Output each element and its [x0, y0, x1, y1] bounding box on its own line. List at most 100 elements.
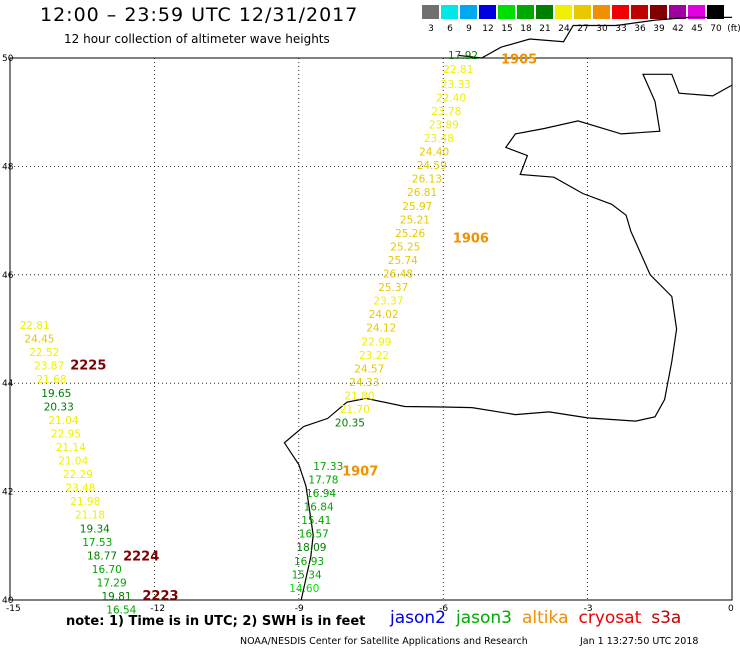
latitude-label: 40 — [2, 596, 14, 606]
wave-height-point: 23.48 — [424, 133, 454, 145]
colorbar-label: 33 — [615, 24, 627, 34]
coastline-france-spain — [303, 73, 733, 428]
wave-height-point: 23.22 — [359, 350, 389, 362]
wave-height-point: 15.41 — [301, 515, 331, 527]
pass-number-label: 2224 — [123, 549, 159, 564]
footnote: note: 1) Time is in UTC; 2) SWH is in fe… — [66, 614, 366, 629]
colorbar-swatch — [441, 5, 458, 19]
wave-height-point: 21.68 — [37, 374, 67, 386]
wave-height-point: 16.93 — [294, 556, 324, 568]
colorbar-swatch — [593, 5, 610, 19]
pass-number-label: 1906 — [453, 231, 489, 246]
colorbar-swatch — [707, 5, 724, 19]
colorbar-label: 6 — [447, 24, 453, 34]
colorbar-swatch — [498, 5, 515, 19]
colorbar-swatch — [460, 5, 477, 19]
wave-height-point: 16.57 — [299, 529, 329, 541]
legend-s3a: s3a — [651, 608, 682, 628]
colorbar-swatch — [612, 5, 629, 19]
colorbar-swatch — [479, 5, 496, 19]
wave-height-point: 23.33 — [441, 79, 471, 91]
wave-height-point: 21.70 — [340, 404, 370, 416]
wave-height-point: 19.81 — [102, 591, 132, 603]
coastline-iberia — [283, 426, 314, 601]
colorbar-swatch — [555, 5, 572, 19]
colorbar-label: 36 — [634, 24, 646, 34]
wave-height-point: 17.33 — [313, 461, 343, 473]
wave-height-point: 14.60 — [289, 583, 319, 595]
credit-line: NOAA/NESDIS Center for Satellite Applica… — [240, 636, 528, 647]
longitude-label: -12 — [150, 604, 165, 614]
colorbar-label: 3 — [428, 24, 434, 34]
wave-height-point: 25.25 — [390, 241, 420, 253]
latitude-label: 42 — [2, 488, 13, 498]
wave-height-point: 23.48 — [65, 483, 95, 495]
wave-height-point: 20.33 — [44, 401, 74, 413]
colorbar-swatch — [650, 5, 667, 19]
map-subtitle: 12 hour collection of altimeter wave hei… — [64, 32, 330, 46]
wave-height-point: 16.94 — [306, 488, 336, 500]
wave-height-point: 24.12 — [366, 323, 396, 335]
colorbar-swatch — [688, 5, 705, 19]
wave-height-point: 24.45 — [24, 334, 54, 346]
wave-height-point: 26.48 — [383, 269, 413, 281]
satellite-legend: jason2 jason3 altika cryosat s3a — [390, 608, 691, 628]
wave-height-point: 25.21 — [400, 214, 430, 226]
wave-height-point: 16.54 — [106, 605, 136, 617]
wave-height-point: 22.29 — [63, 469, 93, 481]
longitude-label: -3 — [584, 604, 593, 614]
wave-height-point: 23.37 — [373, 296, 403, 308]
colorbar-unit: (ft) — [727, 24, 740, 34]
colorbar-label: 12 — [482, 24, 494, 34]
wave-height-point: 23.87 — [34, 361, 64, 373]
latitude-label: 48 — [2, 162, 14, 172]
wave-height-point: 24.57 — [354, 363, 384, 375]
wave-height-point: 17.92 — [448, 50, 478, 62]
colorbar-swatch — [517, 5, 534, 19]
wave-height-point: 22.99 — [361, 336, 391, 348]
colorbar-swatch — [669, 5, 686, 19]
map-frame — [9, 57, 733, 601]
colorbar-label: 27 — [577, 24, 589, 34]
legend-cryosat: cryosat — [578, 608, 642, 628]
wave-height-point: 25.97 — [402, 201, 432, 213]
wave-height-point: 21.04 — [49, 415, 79, 427]
wave-height-point: 26.81 — [407, 187, 437, 199]
wave-height-point: 18.77 — [87, 550, 117, 562]
longitude-label: -9 — [295, 604, 304, 614]
wave-height-point: 17.29 — [97, 578, 127, 590]
wave-height-point: 17.78 — [308, 475, 338, 487]
legend-altika: altika — [522, 608, 569, 628]
wave-height-point: 25.37 — [378, 282, 408, 294]
wave-height-point: 25.26 — [395, 228, 425, 240]
wave-height-point: 23.78 — [431, 106, 461, 118]
wave-height-point: 26.13 — [412, 174, 442, 186]
pass-number-label: 1905 — [501, 52, 537, 67]
colorbar-label: 15 — [501, 24, 513, 34]
latitude-label: 46 — [2, 271, 14, 281]
wave-height-point: 24.59 — [417, 160, 447, 172]
wave-height-point: 21.04 — [58, 456, 88, 468]
wave-height-point: 24.02 — [369, 309, 399, 321]
longitude-label: -6 — [439, 604, 448, 614]
wave-height-point: 22.52 — [29, 347, 59, 359]
colorbar-swatch — [422, 5, 439, 19]
wave-height-point: 17.53 — [82, 537, 112, 549]
wave-height-point: 18.09 — [296, 542, 326, 554]
wave-height-point: 23.89 — [429, 120, 459, 132]
wave-height-point: 24.40 — [419, 147, 449, 159]
wave-height-point: 24.33 — [349, 377, 379, 389]
wave-height-point: 19.34 — [80, 523, 110, 535]
wave-height-point: 16.70 — [92, 564, 122, 576]
wave-height-point: 21.18 — [75, 510, 105, 522]
colorbar-label: 9 — [466, 24, 472, 34]
wave-height-point: 19.65 — [41, 388, 71, 400]
wave-height-point: 22.95 — [51, 428, 81, 440]
legend-jason3: jason3 — [456, 608, 512, 628]
legend-jason2: jason2 — [390, 608, 446, 628]
colorbar-label: 45 — [691, 24, 703, 34]
wave-height-point: 25.74 — [388, 255, 418, 267]
colorbar-swatch — [536, 5, 553, 19]
wave-height-point: 15.34 — [292, 569, 322, 581]
